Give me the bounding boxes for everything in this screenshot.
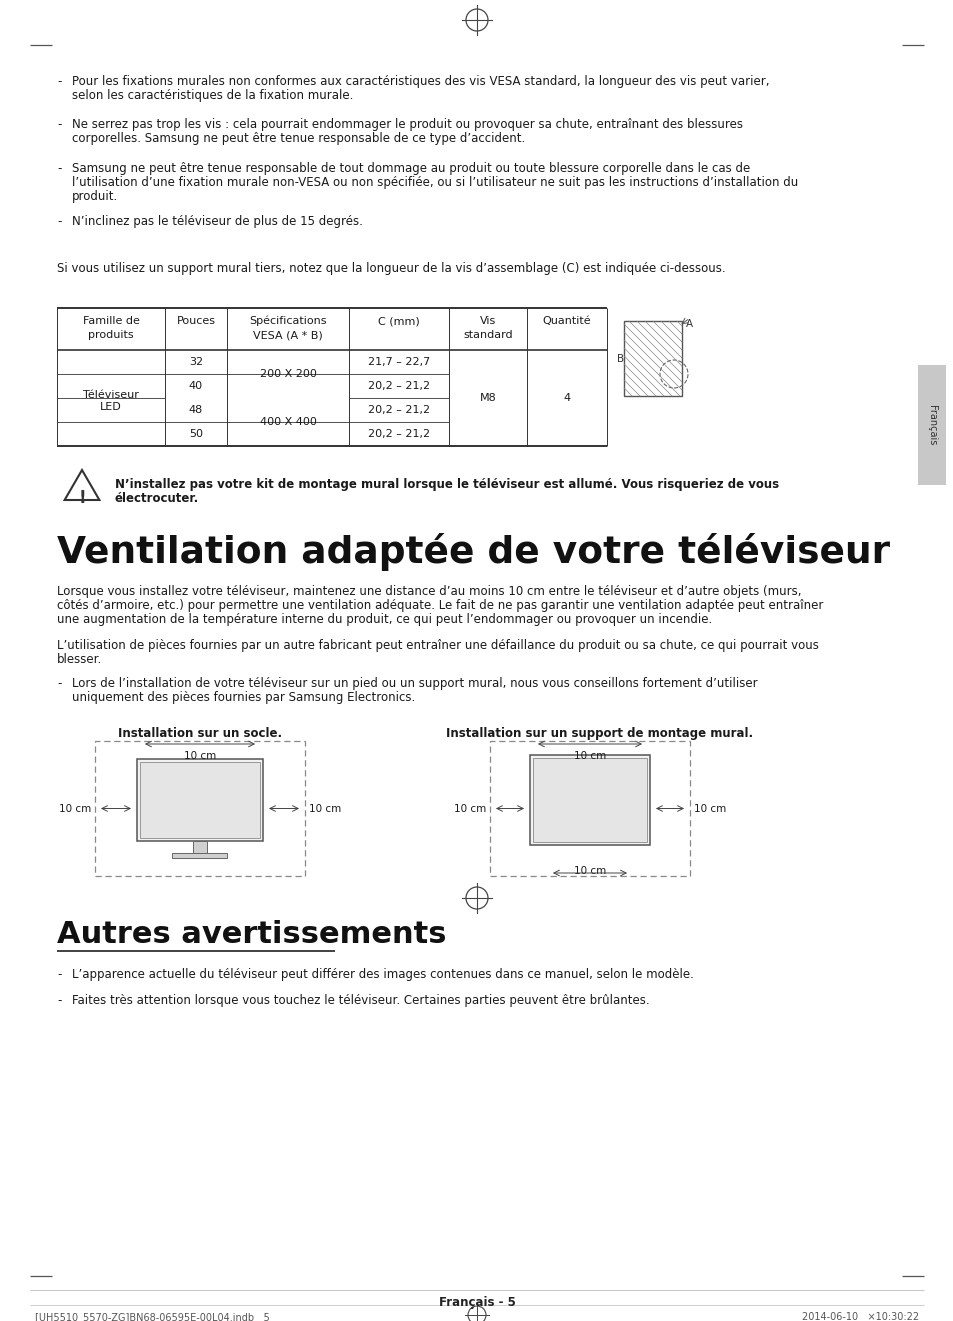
Text: corporelles. Samsung ne peut être tenue responsable de ce type d’accident.: corporelles. Samsung ne peut être tenue … <box>71 132 525 145</box>
Text: produit.: produit. <box>71 190 118 203</box>
Text: Vis: Vis <box>479 316 496 326</box>
Text: N’inclinez pas le téléviseur de plus de 15 degrés.: N’inclinez pas le téléviseur de plus de … <box>71 215 362 229</box>
Text: 40: 40 <box>189 380 203 391</box>
Text: 20,2 – 21,2: 20,2 – 21,2 <box>368 429 430 439</box>
Text: Autres avertissements: Autres avertissements <box>57 919 446 948</box>
Text: Quantité: Quantité <box>542 316 591 326</box>
Text: -: - <box>57 676 61 690</box>
Text: Français: Français <box>926 404 936 445</box>
Bar <box>490 741 689 876</box>
Text: Téléviseur: Téléviseur <box>83 390 139 400</box>
Text: 20,2 – 21,2: 20,2 – 21,2 <box>368 380 430 391</box>
Bar <box>193 841 207 853</box>
Text: 32: 32 <box>189 357 203 367</box>
Text: 400 X 400: 400 X 400 <box>259 417 316 427</box>
Text: !: ! <box>78 489 86 507</box>
Text: 10 cm: 10 cm <box>454 803 485 814</box>
Text: Spécifications: Spécifications <box>249 316 327 326</box>
Text: LED: LED <box>100 402 122 412</box>
Text: Faites très attention lorsque vous touchez le téléviseur. Certaines parties peuv: Faites très attention lorsque vous touch… <box>71 993 649 1007</box>
Text: une augmentation de la température interne du produit, ce qui peut l’endommager : une augmentation de la température inter… <box>57 613 712 626</box>
Bar <box>95 741 305 876</box>
Bar <box>917 365 945 485</box>
Text: Français - 5: Français - 5 <box>438 1296 515 1309</box>
Text: C (mm): C (mm) <box>377 316 419 326</box>
Text: Ventilation adaptée de votre téléviseur: Ventilation adaptée de votre téléviseur <box>57 532 889 571</box>
Text: uniquement des pièces fournies par Samsung Electronics.: uniquement des pièces fournies par Samsu… <box>71 691 415 704</box>
Text: 10 cm: 10 cm <box>574 752 605 761</box>
Text: Pour les fixations murales non conformes aux caractéristiques des vis VESA stand: Pour les fixations murales non conformes… <box>71 75 769 89</box>
Text: Installation sur un support de montage mural.: Installation sur un support de montage m… <box>446 727 753 740</box>
Text: Pouces: Pouces <box>176 316 215 326</box>
Text: 200 X 200: 200 X 200 <box>259 369 316 379</box>
Text: A: A <box>685 318 693 329</box>
Text: -: - <box>57 118 61 131</box>
Text: 50: 50 <box>189 429 203 439</box>
Bar <box>137 760 263 841</box>
Text: Samsung ne peut être tenue responsable de tout dommage au produit ou toute bless: Samsung ne peut être tenue responsable d… <box>71 162 749 174</box>
Text: -: - <box>57 215 61 229</box>
Text: 2014-06-10   ×10:30:22: 2014-06-10 ×10:30:22 <box>801 1312 918 1321</box>
Text: selon les caractéristiques de la fixation murale.: selon les caractéristiques de la fixatio… <box>71 89 353 102</box>
Text: M8: M8 <box>479 394 496 403</box>
Text: 10 cm: 10 cm <box>693 803 725 814</box>
Text: 48: 48 <box>189 406 203 415</box>
Text: 4: 4 <box>563 394 570 403</box>
Text: électrocuter.: électrocuter. <box>115 491 199 505</box>
Text: blesser.: blesser. <box>57 653 102 666</box>
Text: N’installez pas votre kit de montage mural lorsque le téléviseur est allumé. Vou: N’installez pas votre kit de montage mur… <box>115 478 779 491</box>
Text: 10 cm: 10 cm <box>184 752 216 761</box>
Bar <box>140 762 260 838</box>
Text: Installation sur un socle.: Installation sur un socle. <box>118 727 282 740</box>
Polygon shape <box>65 470 99 501</box>
Text: L’apparence actuelle du téléviseur peut différer des images contenues dans ce ma: L’apparence actuelle du téléviseur peut … <box>71 968 693 982</box>
Text: L’utilisation de pièces fournies par un autre fabricant peut entraîner une défai: L’utilisation de pièces fournies par un … <box>57 639 818 653</box>
Text: 21,7 – 22,7: 21,7 – 22,7 <box>368 357 430 367</box>
Text: côtés d’armoire, etc.) pour permettre une ventilation adéquate. Le fait de ne pa: côtés d’armoire, etc.) pour permettre un… <box>57 598 822 612</box>
Bar <box>530 756 649 845</box>
Bar <box>172 853 227 859</box>
Text: -: - <box>57 968 61 982</box>
Text: produits: produits <box>88 330 133 339</box>
Text: 10 cm: 10 cm <box>59 803 91 814</box>
Text: Lorsque vous installez votre téléviseur, maintenez une distance d’au moins 10 cm: Lorsque vous installez votre téléviseur,… <box>57 585 801 598</box>
Text: -: - <box>57 162 61 174</box>
Text: 10 cm: 10 cm <box>309 803 341 814</box>
Text: Ne serrez pas trop les vis : cela pourrait endommager le produit ou provoquer sa: Ne serrez pas trop les vis : cela pourra… <box>71 118 742 131</box>
Text: -: - <box>57 993 61 1007</box>
Bar <box>623 321 681 396</box>
Text: Famille de: Famille de <box>83 316 139 326</box>
Text: 20,2 – 21,2: 20,2 – 21,2 <box>368 406 430 415</box>
Bar <box>533 758 646 841</box>
Text: -: - <box>57 75 61 89</box>
Text: 10 cm: 10 cm <box>574 867 605 876</box>
Text: VESA (A * B): VESA (A * B) <box>253 330 322 339</box>
Text: Lors de l’installation de votre téléviseur sur un pied ou un support mural, nous: Lors de l’installation de votre télévise… <box>71 676 757 690</box>
Text: l’utilisation d’une fixation murale non-VESA ou non spécifiée, ou si l’utilisate: l’utilisation d’une fixation murale non-… <box>71 176 798 189</box>
Text: Si vous utilisez un support mural tiers, notez que la longueur de la vis d’assem: Si vous utilisez un support mural tiers,… <box>57 262 725 275</box>
Text: standard: standard <box>463 330 513 339</box>
Text: B: B <box>617 354 623 363</box>
Text: [UH5510_5570-ZG]BN68-06595E-00L04.indb   5: [UH5510_5570-ZG]BN68-06595E-00L04.indb 5 <box>35 1312 270 1321</box>
